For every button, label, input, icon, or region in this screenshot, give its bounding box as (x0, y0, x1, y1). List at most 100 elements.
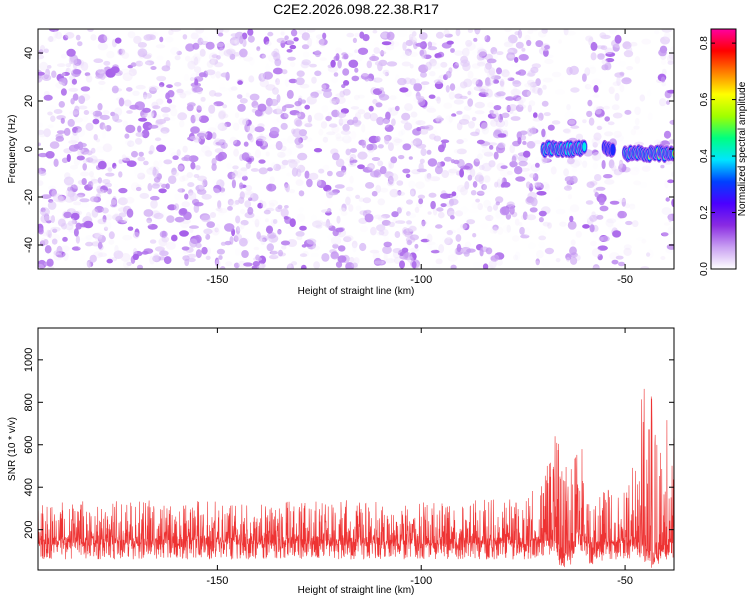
snr-series-line (38, 388, 674, 568)
spectrogram-speckle (97, 218, 107, 225)
spectrogram-speckle (198, 181, 205, 191)
spectrogram-speckle (487, 102, 494, 108)
spectrogram-speckle (75, 128, 86, 138)
spectrogram-speckle (90, 88, 97, 98)
spectrogram-speckle (529, 81, 538, 88)
spectrogram-speckle (167, 90, 175, 98)
spectrogram-speckle (97, 235, 103, 240)
spectrogram-speckle (188, 192, 197, 201)
spectrogram-speckle (453, 159, 460, 165)
spectrogram-speckle (85, 74, 93, 83)
spectrogram-speckle (153, 212, 164, 220)
spectrogram-speckle (323, 133, 329, 139)
spectrogram-speckle (614, 57, 622, 65)
spectrogram-speckle (521, 47, 526, 52)
spectrogram-speckle (617, 210, 627, 219)
spectrogram-speckle (194, 113, 202, 122)
spectrogram-speckle (449, 198, 454, 207)
spectrogram-speckle (604, 179, 615, 185)
spectrogram-speckle (625, 220, 633, 226)
spectrogram-speckle (352, 50, 357, 59)
spectrogram-speckle (435, 258, 443, 265)
spectrogram-speckle (623, 50, 634, 58)
spectrogram-speckle (195, 249, 202, 259)
spectrogram-speckle (82, 261, 92, 268)
spectrogram-speckle (386, 61, 398, 67)
spectrogram-speckle (127, 226, 134, 231)
spectrogram-speckle (247, 35, 255, 43)
spectrogram-speckle (505, 96, 515, 101)
spectrogram-speckle (404, 48, 412, 56)
spectrogram-speckle (92, 118, 100, 125)
spectrogram-speckle (598, 197, 605, 206)
spectrogram-speckle (407, 256, 414, 263)
spectrogram-speckle (538, 112, 544, 121)
colorbar-ticks: 0.00.20.40.60.8 (699, 36, 736, 276)
spectrogram-speckle (566, 257, 571, 262)
spectrogram-speckle (38, 152, 48, 158)
spectrogram-speckle (402, 50, 411, 57)
spectrogram-speckle (623, 244, 632, 250)
spectrogram-speckle (425, 105, 436, 112)
spectrogram-speckle (526, 90, 535, 97)
spectrogram-speckle (187, 253, 197, 258)
spectrogram-speckle (118, 187, 128, 194)
spectrogram-speckle (519, 226, 525, 235)
spectrogram-speckle (445, 85, 450, 93)
spectrogram-speckle (445, 70, 452, 79)
spectrogram-speckle (336, 96, 346, 104)
spectrogram-speckle (213, 101, 224, 107)
spectrogram-speckle (532, 117, 542, 122)
spectrogram-speckle (435, 57, 445, 63)
spectrogram-speckle (337, 112, 347, 118)
spectrogram-speckle (647, 112, 653, 121)
spectrogram-speckle (633, 180, 642, 186)
spectrogram-speckle (538, 210, 547, 217)
spectrogram-speckle (387, 180, 395, 187)
spectrogram-speckle (621, 77, 632, 85)
spectrogram-speckle (478, 91, 489, 98)
spectrogram-speckle (324, 222, 333, 229)
spectrogram-speckle (477, 48, 487, 57)
spectrogram-speckle (427, 41, 433, 48)
spectrogram-speckle (597, 53, 605, 60)
spectrogram-speckle (527, 162, 532, 171)
spectrogram-speckle (66, 154, 71, 162)
spectrogram-speckle (310, 91, 319, 99)
spectrogram-speckle (383, 253, 388, 262)
spectrogram-speckle (345, 148, 351, 156)
spectrogram-speckle (257, 202, 264, 209)
spectrogram-speckle (61, 53, 67, 59)
spectrogram-speckle (225, 261, 233, 267)
spectrogram-speckle (524, 227, 531, 237)
spectrogram-speckle (427, 211, 432, 215)
spectrogram-speckle (190, 161, 196, 170)
spectrogram-speckle (563, 168, 569, 177)
spectrogram-speckle (534, 157, 543, 161)
spectrogram-speckle (391, 211, 399, 218)
spectrogram-speckle (260, 238, 266, 245)
spectrogram-speckle (239, 48, 248, 58)
spectrogram-speckle (187, 182, 195, 188)
spectrogram-speckle (143, 239, 152, 248)
spectrogram-speckle (205, 233, 211, 240)
spectrogram-speckle (492, 224, 499, 231)
colorbar: 0.00.20.40.60.8 Normalized spectral ampl… (699, 28, 748, 276)
spectrogram-speckle (126, 261, 132, 266)
spectrogram-speckle (378, 72, 386, 77)
spectrogram-speckle (367, 163, 375, 171)
spectrogram-speckle (353, 257, 360, 265)
spectrogram-speckle (329, 98, 337, 105)
spectrogram-speckle (476, 47, 485, 52)
spectrogram-speckle (526, 72, 535, 77)
spectrogram-speckle (244, 200, 252, 208)
spectrogram-speckle (47, 201, 57, 210)
spectrogram-speckle (380, 228, 389, 237)
spectrogram-speckle (434, 165, 443, 175)
spectrogram-speckle (68, 87, 79, 92)
spectrogram-speckle (43, 48, 49, 54)
spectrogram-speckle (43, 239, 49, 246)
spectrogram-speckle (306, 238, 317, 245)
spectrogram-speckle (44, 229, 52, 235)
